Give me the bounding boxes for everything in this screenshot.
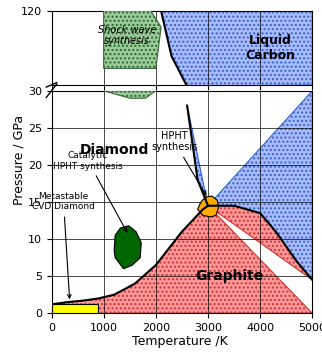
Polygon shape — [161, 11, 312, 87]
Text: Metastable
CVD Diamond: Metastable CVD Diamond — [32, 192, 95, 298]
Polygon shape — [187, 91, 312, 280]
Text: Graphite: Graphite — [195, 269, 263, 283]
Text: Diamond: Diamond — [80, 143, 149, 157]
Text: HPHT
synthesis: HPHT synthesis — [151, 131, 206, 195]
Polygon shape — [104, 11, 161, 68]
Polygon shape — [198, 196, 218, 217]
Text: Catalytic
HPHT synthesis: Catalytic HPHT synthesis — [53, 151, 127, 232]
Polygon shape — [114, 226, 141, 269]
Polygon shape — [52, 304, 99, 313]
Text: Liquid
Carbon: Liquid Carbon — [246, 34, 296, 62]
Text: Shock wave
synthesis: Shock wave synthesis — [98, 25, 156, 46]
Polygon shape — [104, 91, 156, 98]
Text: Temperature /K: Temperature /K — [132, 335, 228, 348]
Text: Pressure / GPa: Pressure / GPa — [13, 115, 26, 205]
Polygon shape — [52, 206, 312, 313]
